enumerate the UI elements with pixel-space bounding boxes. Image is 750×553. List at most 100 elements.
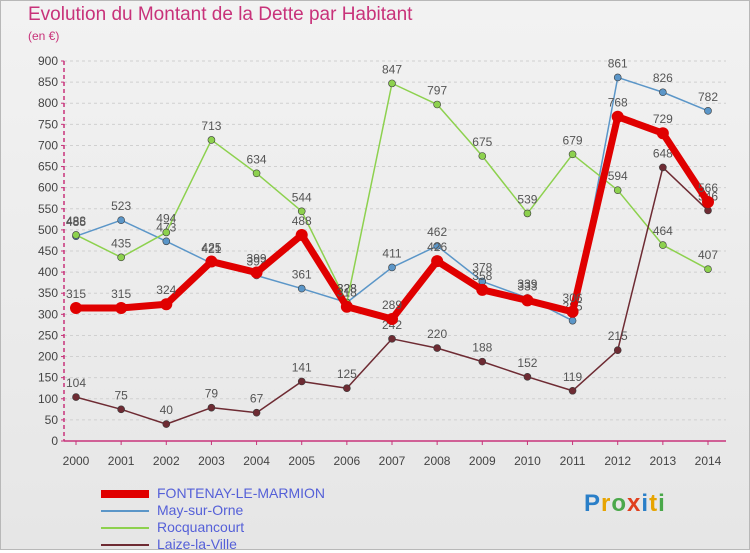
data-point [704, 107, 712, 115]
data-point [566, 305, 579, 318]
data-label: 421 [201, 242, 221, 256]
x-tick-label: 2008 [424, 454, 451, 468]
data-label: 861 [608, 56, 628, 70]
data-label: 67 [250, 392, 264, 406]
data-point [252, 169, 261, 178]
data-label: 215 [608, 329, 628, 343]
data-label: 826 [653, 71, 673, 85]
x-tick-label: 2010 [514, 454, 541, 468]
data-label: 378 [472, 260, 492, 274]
data-label: 523 [111, 199, 131, 213]
data-label: 675 [472, 135, 492, 149]
x-tick-label: 2009 [469, 454, 496, 468]
y-tick-label: 800 [38, 96, 58, 110]
legend-label: Laize-la-Ville [157, 536, 237, 552]
series-laize-la-ville: 1047540796714112524222018815211921564854… [66, 146, 718, 428]
x-tick-label: 2007 [379, 454, 406, 468]
data-label: 220 [427, 327, 447, 341]
data-point [252, 408, 261, 417]
data-point [207, 136, 216, 144]
data-point [117, 405, 125, 414]
y-tick-label: 650 [38, 160, 58, 174]
data-label: 152 [517, 356, 537, 370]
data-point [295, 228, 308, 241]
legend-swatch [101, 490, 149, 498]
data-label: 315 [111, 287, 131, 301]
y-tick-label: 700 [38, 138, 58, 152]
data-point [207, 403, 216, 412]
data-label: 539 [517, 192, 537, 206]
data-point [433, 100, 441, 109]
series-may-sur-orne: 4855234734213923613284114623783392858618… [66, 56, 718, 325]
y-tick-label: 150 [38, 371, 58, 385]
data-label: 648 [653, 146, 673, 160]
data-point [521, 294, 534, 307]
data-point [476, 283, 489, 296]
data-point [433, 344, 441, 352]
data-label: 634 [247, 152, 267, 166]
data-label: 713 [201, 119, 221, 133]
x-tick-label: 2011 [560, 454, 586, 468]
y-tick-label: 900 [38, 54, 58, 68]
data-point [568, 386, 577, 395]
series-fontenay-le-marmion: 315 315 324 425 399 488 318 289 426 358 333 306 768 7… [66, 96, 718, 325]
y-tick-label: 50 [45, 413, 59, 427]
x-tick-label: 2014 [695, 454, 722, 468]
data-point [386, 312, 398, 325]
x-tick-label: 2004 [243, 454, 270, 468]
data-label: 188 [472, 341, 492, 355]
data-label: 40 [160, 403, 174, 417]
data-point [72, 393, 80, 401]
data-point [297, 207, 306, 216]
data-point [523, 209, 532, 218]
data-point [704, 265, 712, 273]
data-label: 104 [66, 376, 86, 390]
data-point [162, 228, 171, 237]
x-tick-label: 2006 [334, 454, 361, 468]
x-tick-label: 2012 [604, 454, 631, 468]
data-point [250, 266, 263, 279]
data-label: 425 [201, 241, 221, 255]
x-tick-label: 2001 [108, 454, 135, 468]
legend-swatch [101, 544, 149, 546]
x-tick-label: 2000 [63, 454, 90, 468]
data-label: 494 [156, 211, 176, 225]
data-point [388, 263, 396, 272]
data-point [297, 377, 306, 386]
data-label: 488 [66, 214, 86, 228]
data-label: 426 [427, 240, 447, 254]
data-point [659, 88, 667, 97]
data-label: 679 [563, 133, 583, 147]
data-label: 594 [608, 169, 628, 183]
y-tick-label: 750 [38, 117, 58, 131]
data-point [431, 255, 444, 268]
data-point [613, 346, 622, 355]
data-label: 544 [292, 190, 312, 204]
legend-label: Rocquancourt [157, 519, 245, 535]
data-label: 847 [382, 62, 402, 76]
data-point [205, 255, 218, 268]
y-tick-label: 100 [38, 392, 58, 406]
data-label: 729 [653, 112, 673, 126]
data-point [611, 110, 624, 123]
data-point [613, 73, 622, 82]
y-tick-label: 200 [38, 350, 58, 364]
data-point [568, 150, 577, 159]
data-point [656, 127, 669, 140]
data-point [388, 79, 396, 88]
y-tick-label: 0 [51, 434, 58, 448]
data-label: 315 [66, 287, 86, 301]
x-tick-label: 2005 [288, 454, 315, 468]
x-tick-label: 2002 [153, 454, 180, 468]
data-label: 462 [427, 225, 447, 239]
data-label: 333 [517, 279, 537, 293]
data-label: 566 [698, 181, 718, 195]
y-tick-label: 500 [38, 223, 58, 237]
data-point [523, 373, 532, 381]
data-point [297, 284, 306, 293]
legend-label: May-sur-Orne [157, 502, 244, 518]
data-label: 797 [427, 83, 447, 97]
data-label: 473 [156, 220, 176, 234]
data-label: 407 [698, 248, 718, 262]
